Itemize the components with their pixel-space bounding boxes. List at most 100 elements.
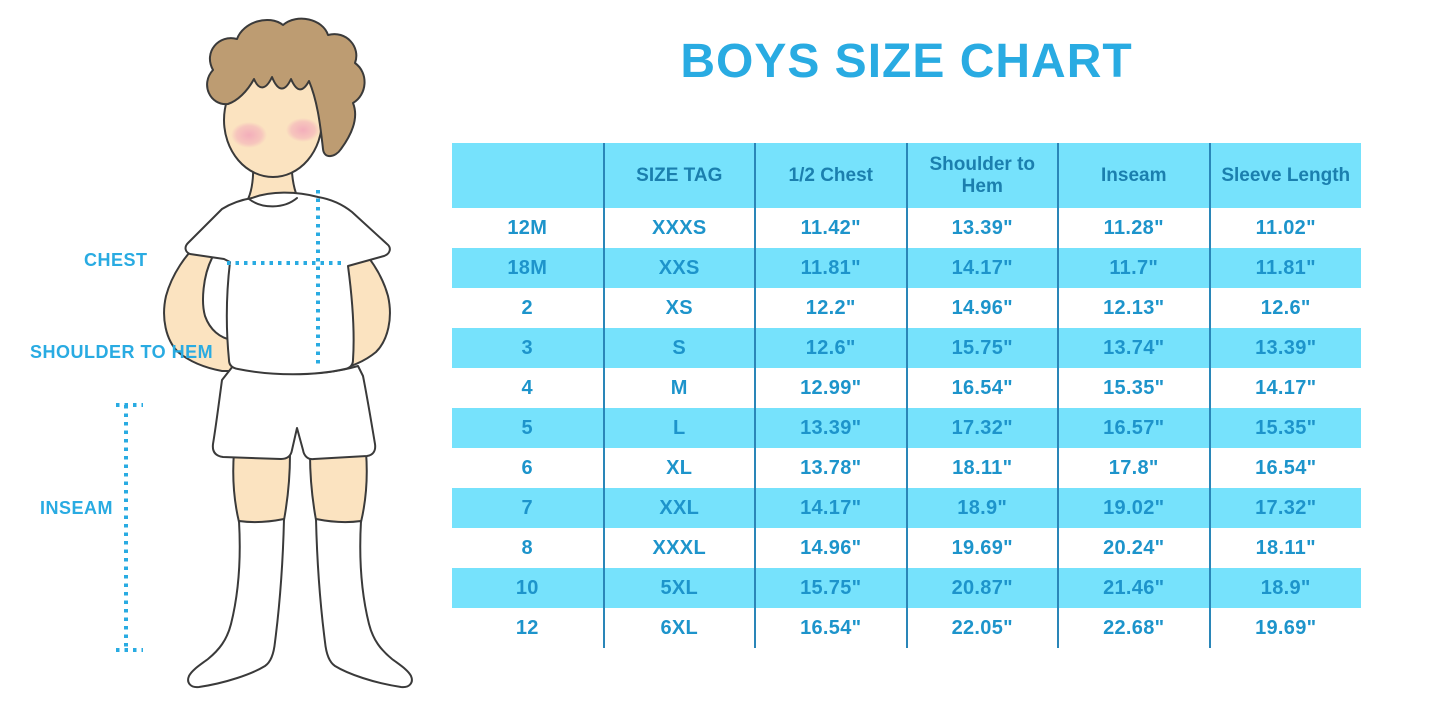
table-row: 2 XS 12.2" 14.96" 12.13" 12.6" [452, 288, 1361, 328]
value-cell: 11.81" [1208, 248, 1361, 288]
value-cell: 15.75" [905, 328, 1058, 368]
value-cell: 12.6" [754, 328, 907, 368]
value-cell: 18.9" [905, 488, 1058, 528]
header-cell-half-chest: 1/2 Chest [754, 143, 907, 208]
table-row: 3 S 12.6" 15.75" 13.74" 13.39" [452, 328, 1361, 368]
value-cell: 13.39" [1208, 328, 1361, 368]
value-cell: 14.96" [905, 288, 1058, 328]
value-cell: 22.68" [1057, 608, 1210, 648]
size-cell: 6 [521, 456, 533, 479]
value-cell: 19.69" [905, 528, 1058, 568]
size-cell: 8 [521, 536, 533, 559]
table-row: 4 M 12.99" 16.54" 15.35" 14.17" [452, 368, 1361, 408]
size-table: SIZE TAG 1/2 Chest Shoulder to Hem Insea… [452, 143, 1361, 648]
boy-blush-left [231, 122, 267, 148]
value-cell: 16.54" [1208, 448, 1361, 488]
boy-shorts [211, 365, 377, 461]
boy-left-thigh [232, 451, 291, 525]
value-cell: M [602, 368, 755, 408]
value-cell: 12.13" [1057, 288, 1210, 328]
value-cell: 14.17" [905, 248, 1058, 288]
value-cell: 12.6" [1208, 288, 1361, 328]
size-cell: 2 [521, 296, 533, 319]
value-cell: XL [602, 448, 755, 488]
value-cell: L [602, 408, 755, 448]
value-cell: 18.9" [1208, 568, 1361, 608]
boy-blush-right [286, 118, 320, 142]
value-cell: 17.8" [1057, 448, 1210, 488]
value-cell: 12.2" [754, 288, 907, 328]
size-cell: 3 [452, 328, 604, 368]
size-table-header: SIZE TAG 1/2 Chest Shoulder to Hem Insea… [452, 143, 1361, 208]
value-cell: 13.39" [905, 208, 1058, 248]
value-cell: 11.42" [754, 208, 907, 248]
value-cell: 11.7" [1057, 248, 1210, 288]
size-cell: 18M [452, 248, 604, 288]
table-row: 8 XXXL 14.96" 19.69" 20.24" 18.11" [452, 528, 1361, 568]
header-cell-size [452, 143, 604, 208]
value-cell: 14.17" [754, 488, 907, 528]
header-cell-inseam: Inseam [1057, 143, 1210, 208]
value-cell: 18.11" [905, 448, 1058, 488]
header-cell-shoulder-to-hem: Shoulder to Hem [905, 143, 1058, 208]
value-cell: 16.57" [1057, 408, 1210, 448]
value-cell: 14.17" [1208, 368, 1361, 408]
boy-illustration [116, 17, 413, 689]
value-cell: 19.02" [1057, 488, 1210, 528]
value-cell: 17.32" [1208, 488, 1361, 528]
value-cell: 16.54" [754, 608, 907, 648]
value-cell: 12.99" [754, 368, 907, 408]
boy-right-thigh [309, 451, 368, 525]
size-table-body: 12M XXXS 11.42" 13.39" 11.28" 11.02" 18M XXS 11.… [452, 208, 1361, 648]
chest-label: CHEST [84, 250, 148, 270]
table-row: 12 6XL 16.54" 22.05" 22.68" 19.69" [452, 608, 1361, 648]
value-cell: XXS [602, 248, 755, 288]
value-cell: 15.75" [754, 568, 907, 608]
value-cell: 13.78" [754, 448, 907, 488]
inseam-label: INSEAM [40, 498, 114, 518]
size-table-container: SIZE TAG 1/2 Chest Shoulder to Hem Insea… [452, 143, 1361, 648]
size-cell: 5 [452, 408, 604, 448]
value-cell: 21.46" [1057, 568, 1210, 608]
page-title: BOYS SIZE CHART [680, 35, 1133, 88]
value-cell: 22.05" [905, 608, 1058, 648]
value-cell: XXL [602, 488, 755, 528]
value-cell: 15.35" [1208, 408, 1361, 448]
boy-left-arm [163, 241, 233, 372]
value-cell: 19.69" [1208, 608, 1361, 648]
value-cell: 11.81" [754, 248, 907, 288]
value-cell: 20.24" [1057, 528, 1210, 568]
table-row: 12M XXXS 11.42" 13.39" 11.28" 11.02" [452, 208, 1361, 248]
table-row: 18M XXS 11.81" 14.17" 11.7" 11.81" [452, 248, 1361, 288]
value-cell: S [602, 328, 755, 368]
table-row: 10 5XL 15.75" 20.87" 21.46" 18.9" [452, 568, 1361, 608]
value-cell: 13.39" [754, 408, 907, 448]
header-cell-size-tag: SIZE TAG [602, 143, 755, 208]
shoulder-to-hem-label: SHOULDER TO HEM [30, 342, 214, 362]
boy-left-sock [187, 518, 285, 689]
value-cell: 20.87" [905, 568, 1058, 608]
header-cell-sleeve-length: Sleeve Length [1208, 143, 1361, 208]
value-cell: XS [602, 288, 755, 328]
boy-hair [206, 17, 366, 158]
value-cell: 16.54" [905, 368, 1058, 408]
boy-shirt [184, 191, 391, 376]
size-cell: 7 [452, 488, 604, 528]
value-cell: 11.02" [1208, 208, 1361, 248]
value-cell: 14.96" [754, 528, 907, 568]
table-row: 6 XL 13.78" 18.11" 17.8" 16.54" [452, 448, 1361, 488]
value-cell: 6XL [602, 608, 755, 648]
value-cell: 15.35" [1057, 368, 1210, 408]
boy-right-sock [315, 518, 413, 689]
value-cell: 17.32" [905, 408, 1058, 448]
header-row: SIZE TAG 1/2 Chest Shoulder to Hem Insea… [452, 143, 1361, 208]
size-cell: 12M [507, 216, 548, 239]
value-cell: 18.11" [1208, 528, 1361, 568]
size-cell: 10 [452, 568, 604, 608]
value-cell: 13.74" [1057, 328, 1210, 368]
value-cell: XXXS [602, 208, 755, 248]
value-cell: 5XL [602, 568, 755, 608]
value-cell: XXXL [602, 528, 755, 568]
size-cell: 4 [521, 376, 533, 399]
